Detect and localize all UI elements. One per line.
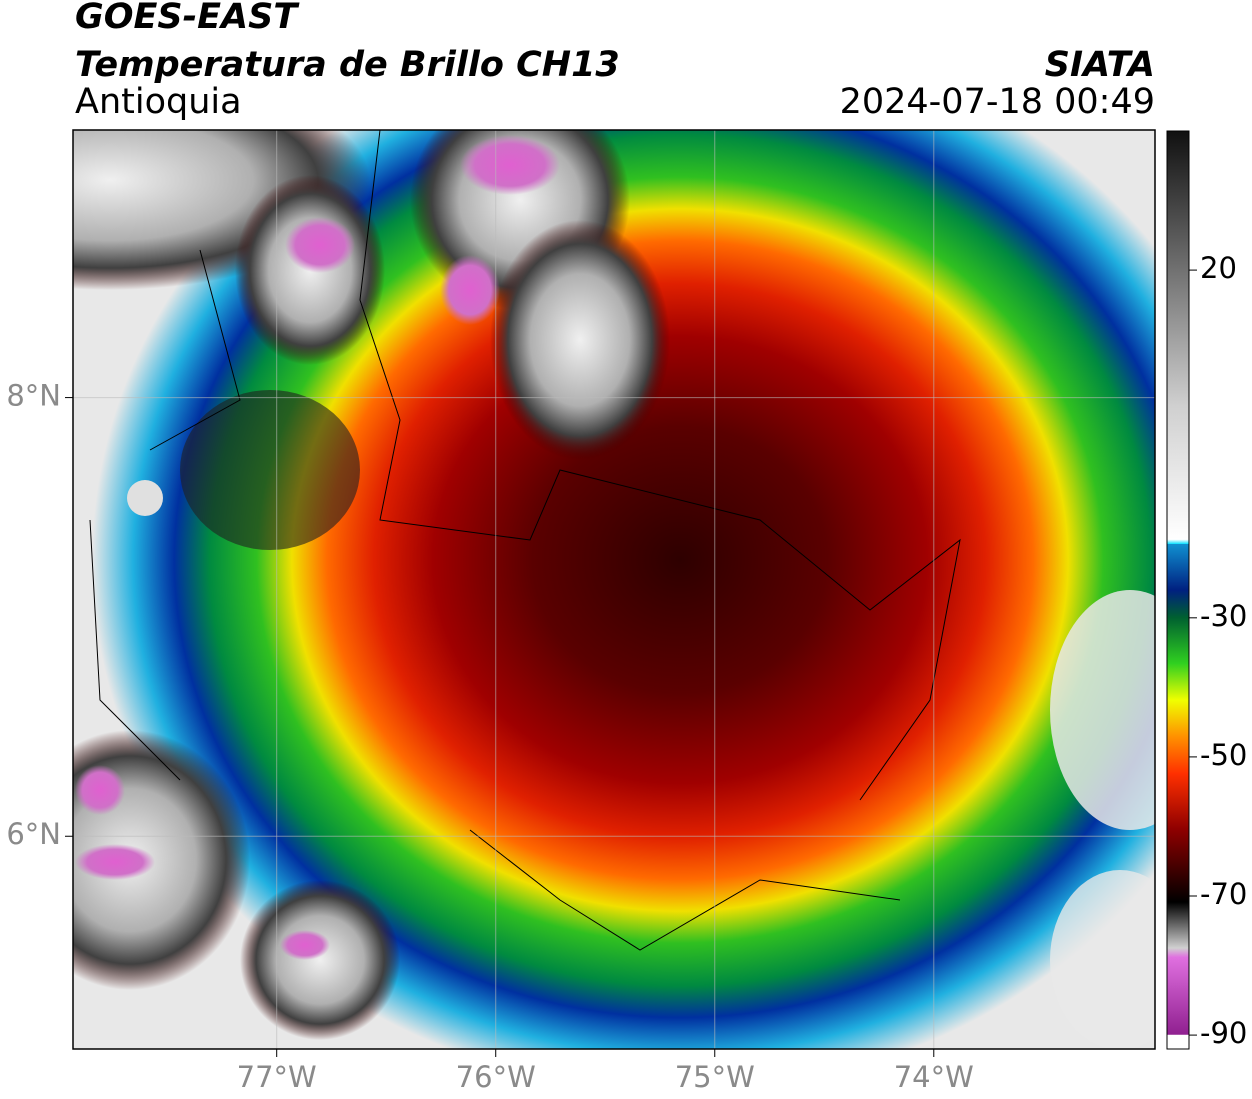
x-tick-label: 77°W <box>237 1060 317 1094</box>
region: Antioquia <box>75 82 242 122</box>
y-tick-label: 8°N <box>6 379 61 413</box>
grid <box>73 130 1155 1049</box>
colorbar-tick-label: -90 <box>1200 1016 1247 1050</box>
colorbar <box>1166 130 1190 1050</box>
title: GOES-EAST <box>75 0 300 37</box>
colorbar-tick-label: -70 <box>1200 877 1247 911</box>
colorbar-tick-label: -30 <box>1200 599 1247 633</box>
x-tick-label: 74°W <box>894 1060 974 1094</box>
subtitle: Temperatura de Brillo CH13 <box>75 45 620 85</box>
satellite-image <box>73 130 1155 1049</box>
colorbar-tick-label: -50 <box>1200 738 1247 772</box>
y-tick-label: 6°N <box>6 817 61 851</box>
colorbar-tick-label: 20 <box>1200 251 1237 285</box>
x-tick-label: 76°W <box>456 1060 536 1094</box>
datetime: 2024-07-18 00:49 <box>840 82 1155 122</box>
x-tick-label: 75°W <box>675 1060 755 1094</box>
map-frame <box>72 129 1156 1050</box>
source: SIATA <box>1045 45 1155 85</box>
